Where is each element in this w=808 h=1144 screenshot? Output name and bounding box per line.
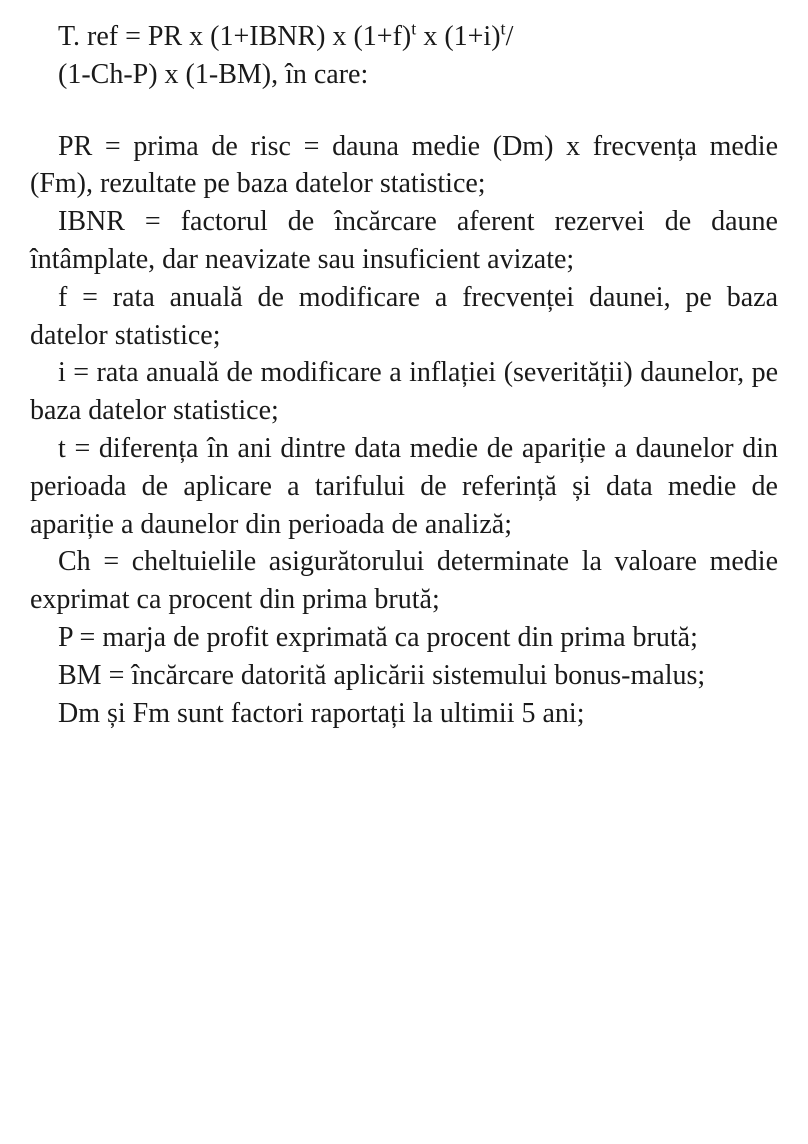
definition-item: t = diferența în ani dintre data medie d…: [30, 430, 778, 543]
definition-item: Dm și Fm sunt factori raportați la ultim…: [30, 695, 778, 733]
definition-item: IBNR = factorul de încărcare aferent rez…: [30, 203, 778, 279]
definition-item: f = rata anuală de modificare a frecvenț…: [30, 279, 778, 355]
definition-item: P = marja de profit exprimată ca procent…: [30, 619, 778, 657]
definitions-block: PR = prima de risc = dauna medie (Dm) x …: [30, 128, 778, 733]
document-page: T. ref = PR x (1+IBNR) x (1+f)t x (1+i)t…: [0, 0, 808, 762]
formula-line-2: (1-Ch-P) x (1-BM), în care:: [58, 56, 778, 94]
definition-item: Ch = cheltuielile asigurătorului determi…: [30, 543, 778, 619]
definition-item: BM = încărcare datorită aplicării sistem…: [30, 657, 778, 695]
formula-block: T. ref = PR x (1+IBNR) x (1+f)t x (1+i)t…: [58, 18, 778, 94]
definition-item: PR = prima de risc = dauna medie (Dm) x …: [30, 128, 778, 204]
definition-item: i = rata anuală de modificare a inflație…: [30, 354, 778, 430]
formula-line-1: T. ref = PR x (1+IBNR) x (1+f)t x (1+i)t…: [58, 18, 778, 56]
